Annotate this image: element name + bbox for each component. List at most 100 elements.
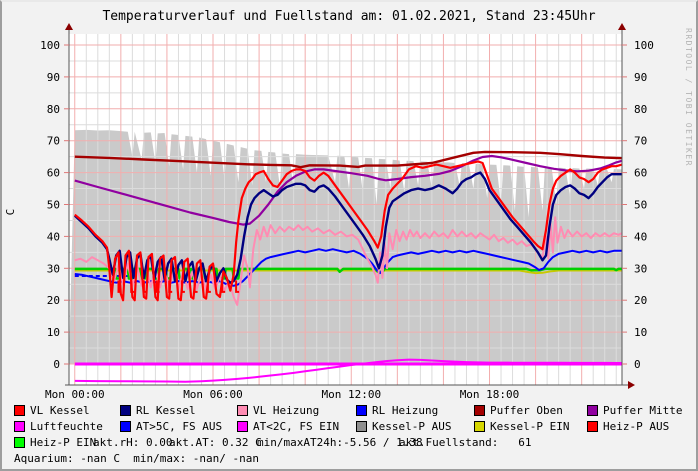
legend-swatch	[14, 404, 25, 416]
legend-item: AT<2C, FS EIN	[237, 419, 339, 433]
legend-item: Aquarium: -nan C min/max: -nan/ -nan	[14, 451, 259, 465]
y-tick-label-right: 20	[634, 294, 647, 307]
y-tick-label-right: 40	[634, 230, 647, 243]
legend-label: akt.Fuellstand: 61	[399, 435, 532, 449]
legend-item: akt.rH: 0.00	[93, 435, 172, 449]
puffer-mitte	[74, 154, 623, 226]
y-tick-label-left: 60	[47, 167, 60, 180]
legend-swatch	[587, 420, 598, 432]
y-tick-label-right: 80	[634, 103, 647, 116]
legend-item: Kessel-P EIN	[474, 419, 569, 433]
heiz-p-aus-marks	[155, 280, 160, 293]
heiz-p-aus-marks	[206, 280, 211, 293]
heiz-p-aus-marks	[221, 280, 226, 293]
legend-item: Luftfeuchte	[14, 419, 103, 433]
heiz-p-aus-marks	[130, 280, 135, 293]
y-tick-label-right: 0	[634, 358, 641, 371]
y-tick-label-left: 50	[47, 199, 60, 212]
legend-label: RL Kessel	[136, 403, 196, 417]
legend-row-4: Aquarium: -nan C min/max: -nan/ -nan	[2, 451, 696, 467]
y-tick-label-right: 70	[634, 135, 647, 148]
legend-item: Kessel-P AUS	[356, 419, 451, 433]
legend-label: Aquarium: -nan C min/max: -nan/ -nan	[14, 451, 260, 465]
rl-kessel	[73, 171, 622, 284]
legend-label: Luftfeuchte	[30, 419, 103, 433]
x-tick-label: Mon 12:00	[321, 388, 381, 401]
chart-canvas: 0 0 10 10 20 20 30 30 40 40 50 50 60 60 70 70 80 80 90 90 10…	[4, 23, 654, 401]
legend-item: min/maxAT24h:-5.56 / 1.38	[257, 435, 423, 449]
legend-label: Puffer Oben	[490, 403, 563, 417]
legend-label: VL Kessel	[30, 403, 90, 417]
y-tick-label-left: 30	[47, 262, 60, 275]
legend: VL Kessel RL Kessel VL Heizung RL Heizung Pu…	[2, 403, 696, 467]
legend-label: akt.rH: 0.00	[93, 435, 173, 449]
legend-item: Heiz-P EIN	[14, 435, 96, 449]
legend-label: Heiz-P EIN	[30, 435, 97, 449]
y-tick-label-left: 80	[47, 103, 60, 116]
y-tick-label-right: 10	[634, 326, 647, 339]
legend-item: akt.Fuellstand: 61	[399, 435, 531, 449]
legend-item: Puffer Mitte	[587, 403, 682, 417]
legend-label: RL Heizung	[372, 403, 439, 417]
x-tick-label: Mon 00:00	[45, 388, 105, 401]
legend-label: Puffer Mitte	[603, 403, 683, 417]
y-tick-label-left: 100	[40, 39, 60, 52]
heiz-p-aus-marks	[117, 280, 122, 293]
legend-swatch	[474, 420, 485, 432]
y-tick-label-right: 60	[634, 167, 647, 180]
y-tick-label-left: 0	[53, 358, 60, 371]
legend-label: akt.AT: 0.32 C	[169, 435, 262, 449]
legend-item: RL Kessel	[120, 403, 196, 417]
y-tick-label-left: 40	[47, 230, 60, 243]
legend-swatch	[120, 404, 131, 416]
rl-heizung	[74, 248, 622, 287]
legend-swatch	[237, 420, 248, 432]
y-axis-arrow-left	[65, 23, 73, 30]
legend-item: RL Heizung	[356, 403, 438, 417]
legend-label: Kessel-P EIN	[490, 419, 570, 433]
legend-label: Heiz-P AUS	[603, 419, 670, 433]
x-tick-label: Mon 06:00	[183, 388, 243, 401]
legend-swatch	[237, 404, 248, 416]
legend-swatch	[14, 436, 25, 448]
y-tick-label-left: 20	[47, 294, 60, 307]
legend-item: VL Heizung	[237, 403, 319, 417]
legend-item: Heiz-P AUS	[587, 419, 669, 433]
y-axis-arrow-right	[618, 23, 626, 30]
legend-item: AT>5C, FS AUS	[120, 419, 222, 433]
legend-label: VL Heizung	[253, 403, 320, 417]
legend-swatch	[14, 420, 25, 432]
legend-row-1: VL Kessel RL Kessel VL Heizung RL Heizung Pu…	[2, 403, 696, 419]
x-tick-label: Mon 18:00	[460, 388, 520, 401]
heiz-p-aus-marks	[235, 280, 240, 293]
y-tick-label-right: 100	[634, 39, 654, 52]
y-tick-label-right: 50	[634, 199, 647, 212]
legend-label: AT<2C, FS EIN	[253, 419, 340, 433]
legend-swatch	[587, 404, 598, 416]
legend-item: Puffer Oben	[474, 403, 563, 417]
heiz-p-aus-marks	[168, 280, 173, 293]
heiz-p-aus-marks	[193, 280, 198, 293]
y-tick-label-right: 30	[634, 262, 647, 275]
heiz-p-aus-marks	[180, 280, 185, 293]
y-tick-label-left: 70	[47, 135, 60, 148]
vl-kessel	[74, 160, 623, 302]
y-tick-label-left: 90	[47, 71, 60, 84]
x-axis-arrow	[628, 381, 635, 389]
legend-row-2: Luftfeuchte AT>5C, FS AUS AT<2C, FS EIN Kes…	[2, 419, 696, 435]
y-tick-label-right: 90	[634, 71, 647, 84]
graph-title: Temperaturverlauf und Fuellstand am: 01.…	[102, 9, 596, 24]
legend-swatch	[474, 404, 485, 416]
heiz-p-aus-marks	[142, 280, 147, 293]
puffer-oben	[74, 150, 623, 169]
legend-swatch	[356, 420, 367, 432]
rrdtool-watermark: RRDTOOL / TOBI OETIKER	[684, 28, 693, 167]
legend-swatch	[356, 404, 367, 416]
legend-label: min/maxAT24h:-5.56 / 1.38	[257, 435, 423, 449]
legend-item: VL Kessel	[14, 403, 90, 417]
legend-label: AT>5C, FS AUS	[136, 419, 223, 433]
legend-swatch	[120, 420, 131, 432]
legend-item: akt.AT: 0.32 C	[169, 435, 262, 449]
